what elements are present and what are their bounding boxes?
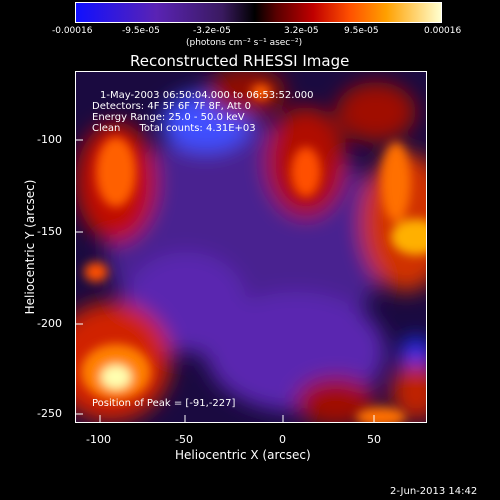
y-tick-label: -100	[37, 133, 62, 146]
x-tick-label: 0	[279, 433, 286, 446]
colorbar-units-label: (photons cm⁻² s⁻¹ asec⁻²)	[186, 38, 303, 48]
annotation-clean-counts: Clean Total counts: 4.31E+03	[92, 123, 256, 134]
plot-title: Reconstructed RHESSI Image	[130, 52, 350, 70]
colorbar-tick-label: -9.5e-05	[122, 26, 160, 36]
y-tick-label: -250	[37, 407, 62, 420]
annotation-detectors: Detectors: 4F 5F 6F 7F 8F, Att 0	[92, 101, 252, 112]
colorbar-tick-label: 0.00016	[424, 26, 462, 36]
y-tick-label: -200	[37, 317, 62, 330]
annotation-peak-position: Position of Peak = [-91,-227]	[92, 398, 236, 409]
y-tick-label: -150	[37, 225, 62, 238]
x-tick-label: -50	[175, 433, 193, 446]
colorbar-tick-label: 9.5e-05	[344, 26, 379, 36]
annotation-energy-range: Energy Range: 25.0 - 50.0 keV	[92, 112, 245, 123]
colorbar	[75, 2, 442, 23]
x-axis-label: Heliocentric X (arcsec)	[175, 448, 311, 462]
x-tick-label: -100	[86, 433, 111, 446]
image-plot-area: 1-May-2003 06:50:04.000 to 06:53:52.000 …	[75, 71, 427, 423]
colorbar-tick-label: 3.2e-05	[284, 26, 319, 36]
annotation-time-range: 1-May-2003 06:50:04.000 to 06:53:52.000	[100, 90, 314, 101]
footer-date: 2-Jun-2013 14:42	[390, 486, 478, 497]
x-tick-label: 50	[367, 433, 381, 446]
y-axis-label: Heliocentric Y (arcsec)	[23, 179, 37, 315]
colorbar-tick-label: -3.2e-05	[193, 26, 231, 36]
rhessi-image	[76, 72, 426, 422]
colorbar-tick-label: -0.00016	[52, 26, 93, 36]
